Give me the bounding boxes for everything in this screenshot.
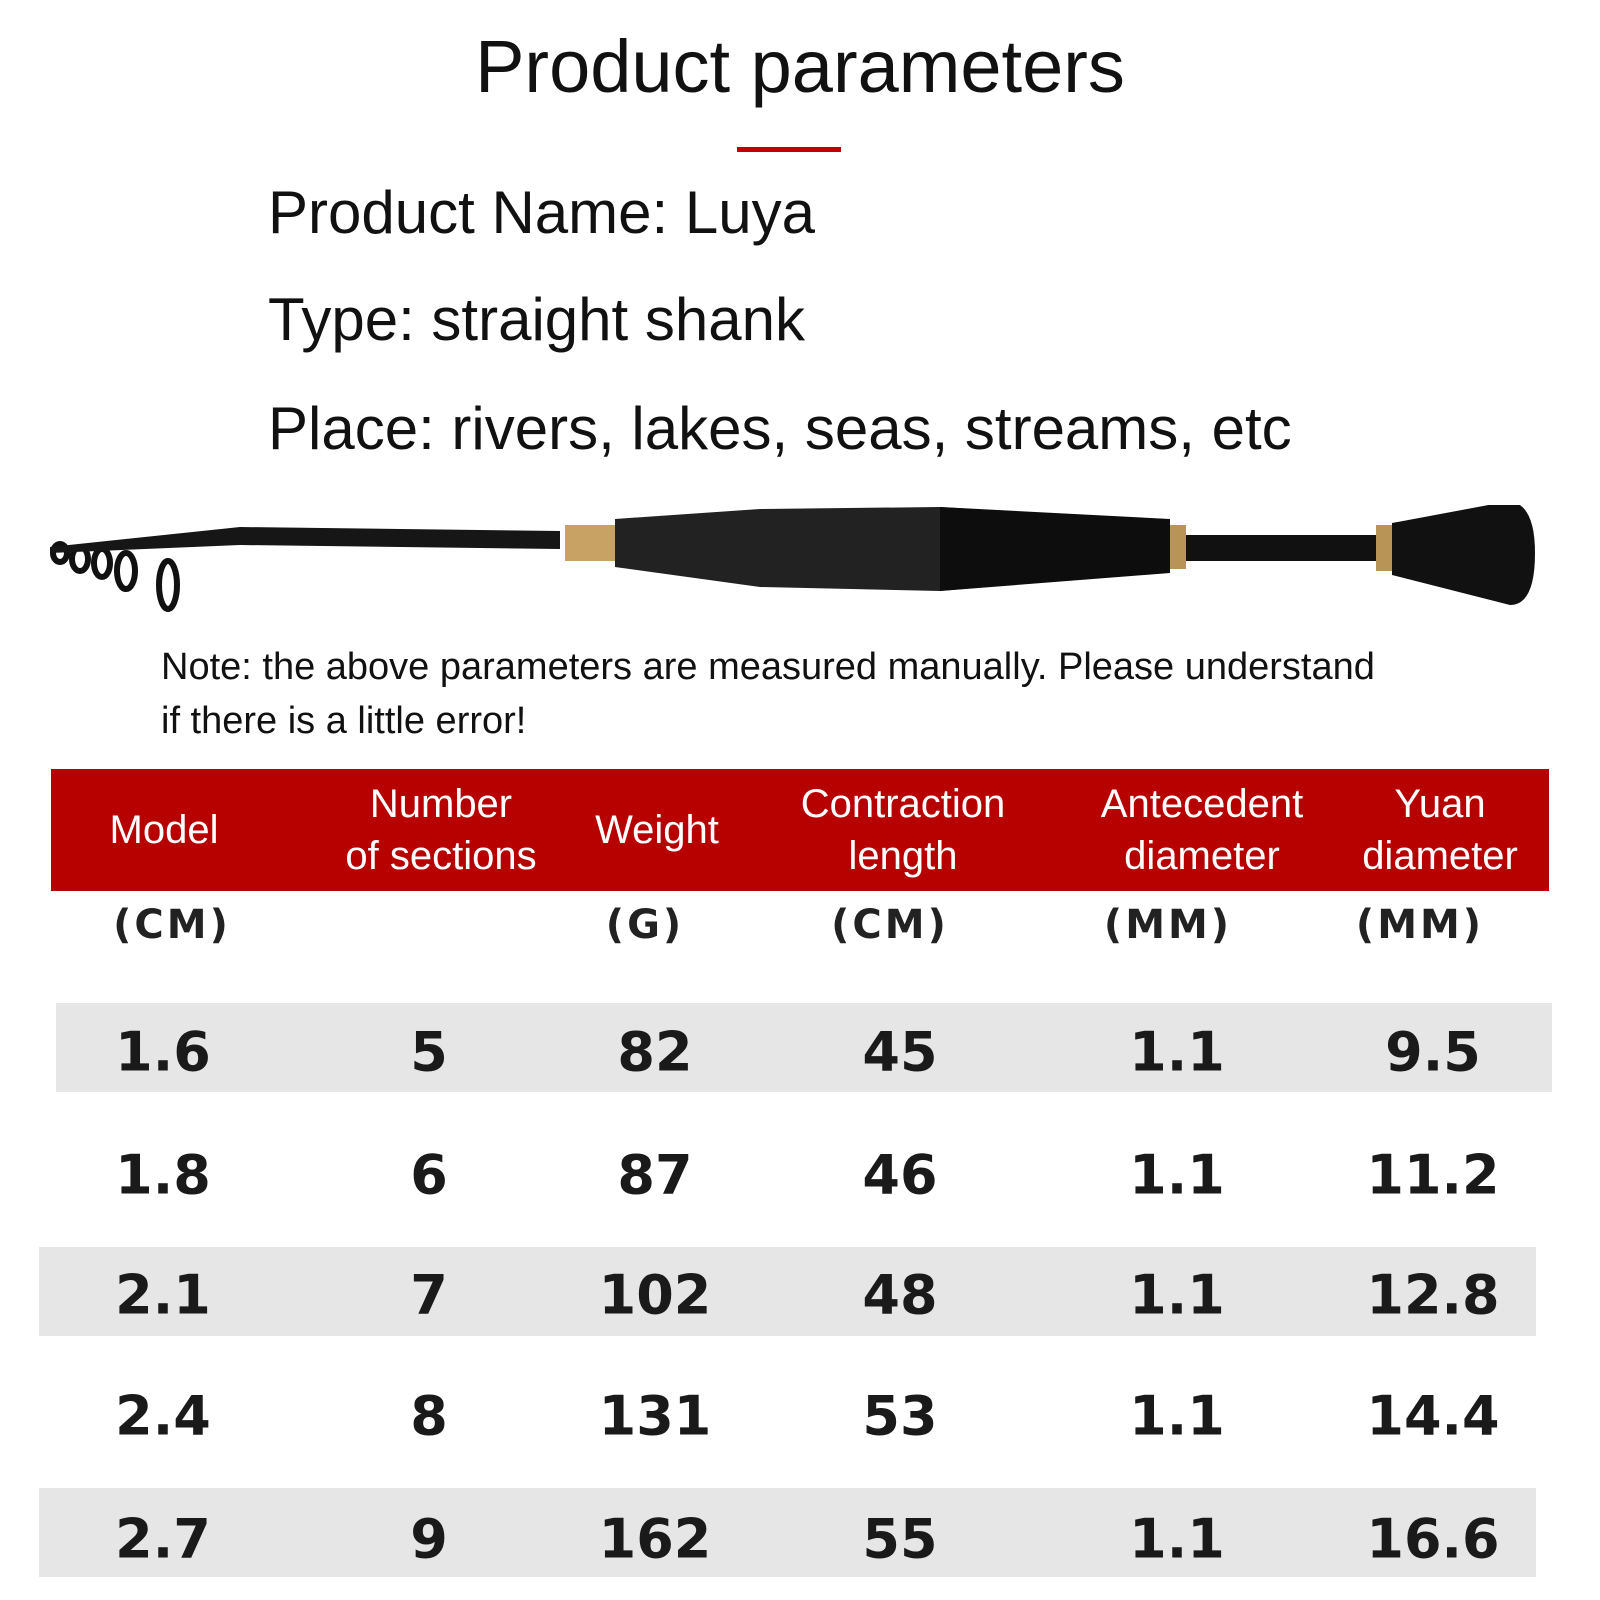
product-place: Place: rivers, lakes, seas, streams, etc: [268, 395, 1292, 462]
product-type: Type: straight shank: [268, 286, 805, 353]
cell-sections: 6: [410, 1143, 448, 1207]
header-weight: Weight: [595, 769, 719, 891]
cell-contraction-length: 55: [862, 1507, 938, 1571]
unit-yuan: (MM): [1355, 902, 1485, 948]
cell-antecedent-diameter: 1.1: [1129, 1263, 1225, 1327]
cell-antecedent-diameter: 1.1: [1129, 1384, 1225, 1448]
cell-antecedent-diameter: 1.1: [1129, 1020, 1225, 1084]
cell-antecedent-diameter: 1.1: [1129, 1507, 1225, 1571]
header-yuan: Yuan diameter: [1362, 769, 1518, 891]
cell-weight: 82: [617, 1020, 693, 1084]
header-label: diameter: [1124, 834, 1280, 878]
cell-sections: 9: [410, 1507, 448, 1571]
cell-weight: 87: [617, 1143, 693, 1207]
fishing-rod-image: [50, 505, 1535, 612]
cell-model: 2.4: [115, 1384, 211, 1448]
header-label: Weight: [595, 808, 719, 852]
unit-model: (CM): [113, 902, 231, 948]
cell-model: 2.1: [115, 1263, 211, 1327]
header-label: of sections: [345, 834, 537, 878]
cell-weight: 102: [598, 1263, 712, 1327]
header-contraction: Contraction length: [801, 769, 1006, 891]
note-line-2: if there is a little error!: [161, 700, 527, 742]
header-label: Contraction: [800, 782, 1006, 826]
cell-sections: 5: [410, 1020, 448, 1084]
cell-weight: 131: [598, 1384, 712, 1448]
cell-contraction-length: 46: [862, 1143, 938, 1207]
unit-contraction: (CM): [831, 902, 949, 948]
cell-yuan-diameter: 14.4: [1366, 1384, 1500, 1448]
cell-sections: 7: [410, 1263, 448, 1327]
header-label: diameter: [1362, 834, 1518, 878]
product-name: Product Name: Luya: [268, 179, 815, 246]
header-sections: Number of sections: [345, 769, 536, 891]
header-model: Model: [110, 769, 219, 891]
header-label: length: [848, 834, 958, 878]
cell-model: 2.7: [115, 1507, 211, 1571]
cell-yuan-diameter: 11.2: [1366, 1143, 1500, 1207]
row-shading: [39, 1247, 1536, 1336]
header-label: Yuan: [1394, 782, 1486, 826]
cell-antecedent-diameter: 1.1: [1129, 1143, 1225, 1207]
header-label: Model: [109, 808, 219, 852]
cell-model: 1.8: [115, 1143, 211, 1207]
cell-sections: 8: [410, 1384, 448, 1448]
cell-contraction-length: 48: [862, 1263, 938, 1327]
header-label: Antecedent: [1100, 782, 1304, 826]
page-title: Product parameters: [475, 25, 1125, 108]
cell-contraction-length: 53: [862, 1384, 938, 1448]
cell-model: 1.6: [115, 1020, 211, 1084]
cell-weight: 162: [598, 1507, 712, 1571]
cell-yuan-diameter: 12.8: [1366, 1263, 1500, 1327]
header-label: Number: [369, 782, 513, 826]
note-line-1: Note: the above parameters are measured …: [161, 646, 1375, 688]
title-underline: [737, 147, 841, 152]
header-antecedent: Antecedent diameter: [1101, 769, 1303, 891]
unit-weight: (G): [605, 902, 685, 948]
row-shading: [39, 1488, 1536, 1577]
cell-yuan-diameter: 16.6: [1366, 1507, 1500, 1571]
table-header: Model Number of sections Weight Contracti…: [51, 769, 1549, 891]
cell-yuan-diameter: 9.5: [1385, 1020, 1481, 1084]
cell-contraction-length: 45: [862, 1020, 938, 1084]
unit-antecedent: (MM): [1103, 902, 1233, 948]
row-shading: [56, 1003, 1552, 1092]
